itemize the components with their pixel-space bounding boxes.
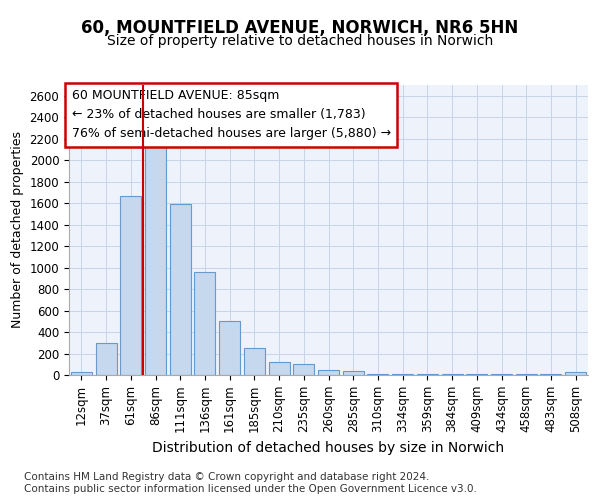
Bar bbox=[442, 374, 463, 375]
Text: Size of property relative to detached houses in Norwich: Size of property relative to detached ho… bbox=[107, 34, 493, 48]
Bar bbox=[343, 371, 364, 375]
Bar bbox=[565, 372, 586, 375]
Bar bbox=[219, 322, 240, 375]
Bar bbox=[170, 204, 191, 375]
Y-axis label: Number of detached properties: Number of detached properties bbox=[11, 132, 24, 328]
Bar bbox=[318, 370, 339, 375]
Bar bbox=[491, 374, 512, 375]
Bar bbox=[293, 364, 314, 375]
Bar bbox=[466, 374, 487, 375]
Text: 60 MOUNTFIELD AVENUE: 85sqm
← 23% of detached houses are smaller (1,783)
76% of : 60 MOUNTFIELD AVENUE: 85sqm ← 23% of det… bbox=[71, 90, 391, 140]
Bar bbox=[120, 196, 141, 375]
Bar bbox=[541, 374, 562, 375]
Bar bbox=[269, 362, 290, 375]
Bar bbox=[417, 374, 438, 375]
Bar bbox=[145, 145, 166, 375]
Bar bbox=[392, 374, 413, 375]
Bar bbox=[95, 343, 116, 375]
Text: Contains HM Land Registry data © Crown copyright and database right 2024.
Contai: Contains HM Land Registry data © Crown c… bbox=[24, 472, 477, 494]
Bar bbox=[516, 374, 537, 375]
Bar bbox=[367, 374, 388, 375]
Bar bbox=[194, 272, 215, 375]
X-axis label: Distribution of detached houses by size in Norwich: Distribution of detached houses by size … bbox=[152, 440, 505, 454]
Bar bbox=[244, 348, 265, 375]
Bar bbox=[71, 372, 92, 375]
Text: 60, MOUNTFIELD AVENUE, NORWICH, NR6 5HN: 60, MOUNTFIELD AVENUE, NORWICH, NR6 5HN bbox=[82, 18, 518, 36]
